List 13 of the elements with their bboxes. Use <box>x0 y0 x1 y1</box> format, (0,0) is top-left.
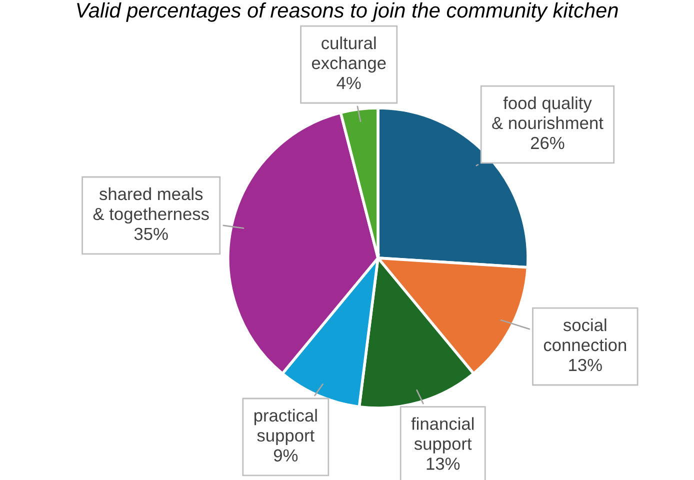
slice-label: shared meals & togetherness <box>93 187 209 224</box>
slice-label: financial support <box>411 417 474 454</box>
data-label: 26% <box>530 136 564 150</box>
slice-label: cultural exchange <box>312 36 386 73</box>
slice-label: social connection <box>544 318 626 352</box>
slice-label: practical support <box>254 408 317 446</box>
slice-label: food quality & nourishment <box>492 96 604 130</box>
chart-title: Valid percentages of reasons to join the community kitchen <box>77 2 618 22</box>
data-label: 9% <box>274 449 298 462</box>
data-label: 4% <box>336 76 361 90</box>
data-label: 35% <box>134 228 168 240</box>
data-label: 13% <box>569 358 602 372</box>
data-label: 13% <box>426 458 460 470</box>
